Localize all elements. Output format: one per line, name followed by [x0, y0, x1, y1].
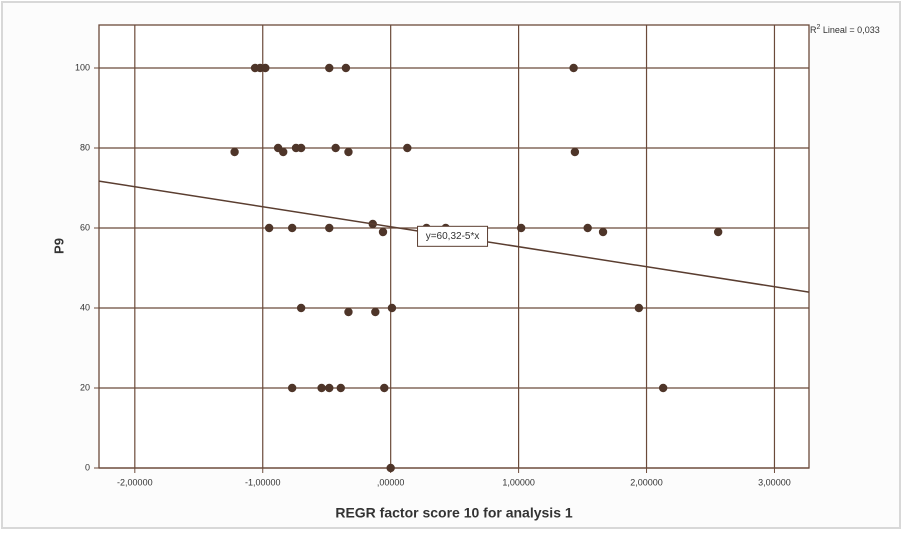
point [658, 383, 668, 393]
point [634, 303, 644, 313]
point [386, 463, 395, 473]
x-tick-label: 3,00000 [758, 477, 791, 487]
x-tick-label: 2,00000 [630, 477, 663, 487]
point [713, 227, 723, 237]
x-tick-label: -2,00000 [117, 477, 153, 487]
point [371, 307, 380, 317]
point [296, 143, 306, 153]
point [344, 307, 353, 317]
point [264, 223, 274, 233]
fit-label: y=60,32-5*x [426, 231, 480, 242]
y-axis-title: P9 [51, 238, 66, 254]
x-axis-title: REGR factor score 10 for analysis 1 [335, 505, 573, 521]
point [331, 143, 340, 153]
x-tick-label: ,00000 [377, 477, 405, 487]
point [387, 303, 397, 313]
point [325, 63, 334, 73]
point [380, 383, 389, 393]
point [325, 223, 334, 233]
point [598, 227, 608, 237]
y-tick-label: 40 [80, 302, 90, 312]
y-tick-label: 80 [80, 142, 90, 152]
point [230, 147, 239, 157]
y-tick-label: 60 [80, 222, 90, 232]
r2-text: Lineal = 0,033 [820, 25, 879, 35]
y-tick-label: 20 [80, 382, 90, 392]
point [403, 143, 412, 153]
point [287, 223, 297, 233]
point [516, 223, 526, 233]
point [344, 147, 353, 157]
fit-label-box [417, 225, 489, 247]
r2-prefix: R [810, 25, 817, 35]
point [325, 383, 334, 393]
x-tick-label: -1,00000 [245, 477, 281, 487]
point [279, 147, 288, 157]
point [287, 383, 297, 393]
point [378, 227, 388, 237]
point [261, 63, 270, 73]
x-tick-label: 1,00000 [502, 477, 535, 487]
point [317, 383, 326, 393]
point [569, 63, 578, 73]
y-tick-label: 0 [85, 462, 90, 472]
point [336, 383, 345, 393]
point [583, 223, 592, 233]
r2-sup: 2 [817, 24, 821, 31]
point [570, 147, 580, 157]
point [341, 63, 351, 73]
y-tick-label: 100 [75, 62, 90, 72]
point [296, 303, 306, 313]
r2-label: R2 Lineal = 0,033 [810, 24, 880, 36]
